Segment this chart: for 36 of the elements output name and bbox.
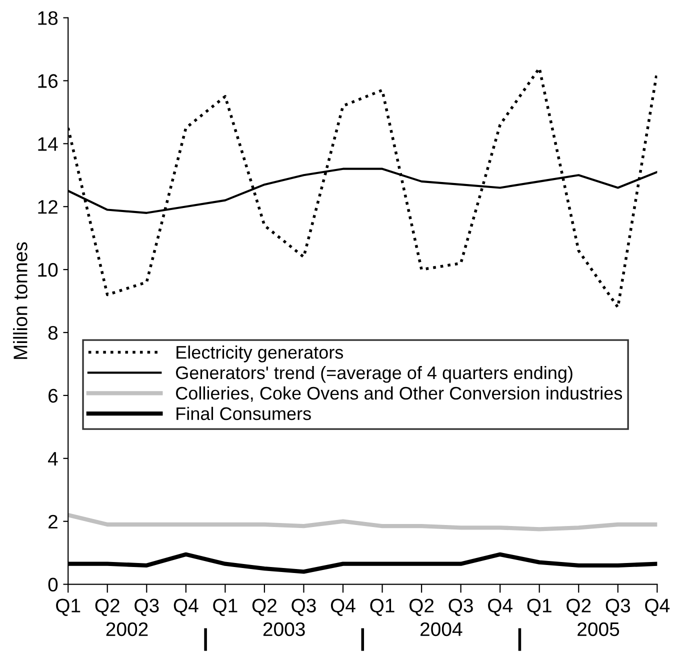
x-tick-label: Q2 <box>566 598 591 616</box>
y-tick-label: 2 <box>48 514 58 528</box>
x-tick-label: Q3 <box>606 598 630 616</box>
y-tick-label: 10 <box>38 263 58 277</box>
y-tick-label: 16 <box>38 74 58 88</box>
x-tick-label: Q4 <box>174 598 198 616</box>
x-tick-label: Q1 <box>527 598 552 616</box>
x-tick-label: Q1 <box>56 598 80 616</box>
legend-label: Generators' trend (=average of 4 quarters ending) <box>176 366 572 383</box>
legend-label: Electricity generators <box>176 346 344 362</box>
legend-label: Collieries, Coke Ovens and Other Conversion industries <box>176 386 622 402</box>
y-tick-label: 8 <box>48 326 58 340</box>
x-tick-label: Q3 <box>292 598 316 616</box>
x-tick-label: Q4 <box>488 598 512 616</box>
x-tick-label: Q3 <box>134 598 159 616</box>
text: 2005 <box>578 622 620 636</box>
line-series <box>68 512 658 532</box>
x-tick-label: Q4 <box>330 598 356 616</box>
x-tick-label: Q1 <box>213 598 238 616</box>
x-tick-label: Q2 <box>409 598 434 616</box>
text: 2003 <box>263 622 305 636</box>
x-tick-label: Q4 <box>645 598 670 616</box>
y-tick-label: 4 <box>48 452 58 466</box>
y-tick-label: 0 <box>48 578 58 592</box>
x-tick-label: Q1 <box>370 598 394 616</box>
legend-label: Final Consumers <box>176 406 311 420</box>
y-tick-label: 14 <box>38 137 58 151</box>
text: 2002 <box>106 622 148 636</box>
y-tick-label: 12 <box>38 200 58 214</box>
y-axis-title: Million tonnes <box>13 242 28 359</box>
x-tick-label: Q3 <box>448 598 473 616</box>
x-tick-label: Q2 <box>95 598 120 616</box>
y-tick-label: 18 <box>38 11 58 26</box>
text: 2004 <box>420 622 462 636</box>
x-tick-label: Q2 <box>252 598 276 616</box>
y-tick-label: 6 <box>48 388 58 403</box>
